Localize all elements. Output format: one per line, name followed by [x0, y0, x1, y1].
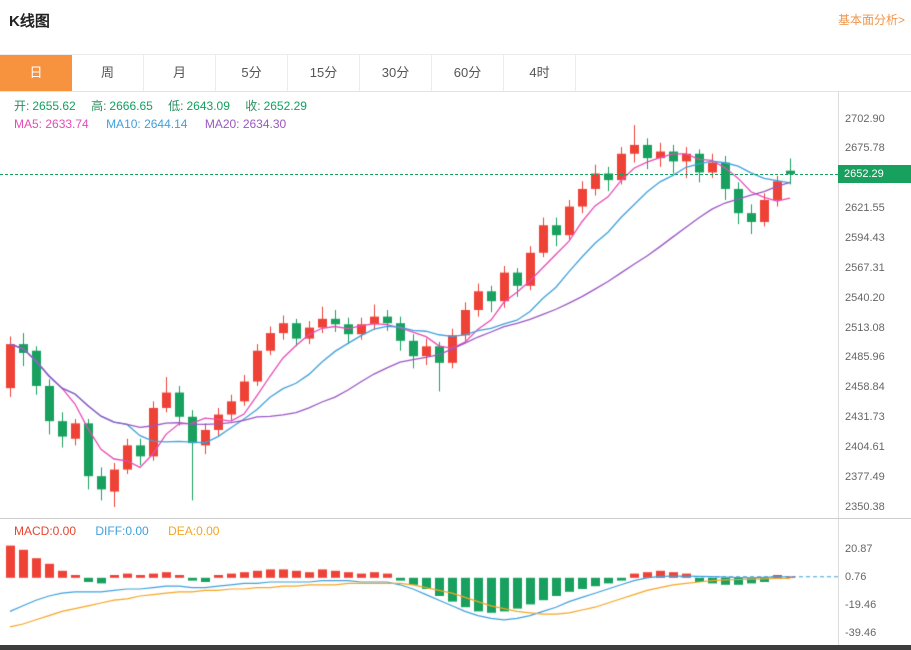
current-price-line: [0, 174, 838, 176]
tab-15min[interactable]: 15分: [288, 55, 360, 91]
y-axis-label: 2567.31: [845, 261, 885, 274]
close-label: 收:: [245, 99, 261, 113]
open-label: 开:: [14, 99, 30, 113]
current-price-tag: 2652.29: [838, 165, 911, 184]
ohlc-legend: 开: 2655.62 高: 2666.65 低: 2643.09 收: 2652.29: [14, 97, 319, 114]
macd-panel: MACD:0.00 DIFF:0.00 DEA:0.00 20.87 0.76 -1…: [0, 519, 911, 645]
ma10-value: MA10: 2644.14: [106, 117, 188, 131]
main-chart-area: 开: 2655.62 高: 2666.65 低: 2643.09 收: 2652.29 …: [0, 91, 911, 518]
tab-4hour[interactable]: 4时: [504, 55, 576, 91]
y-axis-label: 2350.38: [845, 500, 885, 513]
page-header: K线图 基本面分析>: [0, 0, 911, 42]
macd-y-axis-label: 0.76: [845, 570, 867, 583]
close-value: 2652.29: [263, 99, 307, 113]
low-value: 2643.09: [186, 99, 230, 113]
y-axis-label: 2485.96: [845, 351, 885, 364]
macd-y-axis-label: -19.46: [845, 599, 877, 612]
fundamental-analysis-link[interactable]: 基本面分析>: [837, 13, 905, 27]
tab-60min[interactable]: 60分: [432, 55, 504, 91]
dea-value: DEA:0.00: [168, 524, 220, 538]
timeframe-tabs: 日 周 月 5分 15分 30分 60分 4时: [0, 54, 911, 92]
macd-legend: MACD:0.00 DIFF:0.00 DEA:0.00: [14, 524, 219, 538]
high-label: 高:: [91, 99, 107, 113]
high-value: 2666.65: [109, 99, 153, 113]
y-axis-label: 2675.78: [845, 142, 885, 155]
tab-5min[interactable]: 5分: [216, 55, 288, 91]
tab-month[interactable]: 月: [144, 55, 216, 91]
low-label: 低:: [168, 99, 184, 113]
macd-y-axis-label: -39.46: [845, 627, 877, 640]
macd-chart-canvas[interactable]: [0, 519, 838, 645]
axis-separator: [838, 91, 839, 645]
y-axis-label: 2513.08: [845, 321, 885, 334]
bottom-border-bar: [0, 645, 911, 650]
tab-week[interactable]: 周: [72, 55, 144, 91]
open-value: 2655.62: [32, 99, 76, 113]
y-axis-label: 2702.90: [845, 112, 885, 125]
ma5-value: MA5: 2633.74: [14, 117, 89, 131]
y-axis-label: 2621.55: [845, 202, 885, 215]
tab-30min[interactable]: 30分: [360, 55, 432, 91]
y-axis-label: 2377.49: [845, 470, 885, 483]
y-axis-label: 2404.61: [845, 440, 885, 453]
ma-legend: MA5: 2633.74 MA10: 2644.14 MA20: 2634.30: [14, 117, 286, 131]
candlestick-chart-canvas[interactable]: [0, 91, 838, 518]
tab-day[interactable]: 日: [0, 55, 72, 91]
y-axis-label: 2458.84: [845, 381, 885, 394]
y-axis-label: 2431.73: [845, 411, 885, 424]
ma20-value: MA20: 2634.30: [204, 117, 287, 131]
diff-value: DIFF:0.00: [95, 524, 149, 538]
macd-y-axis-label: 20.87: [845, 542, 873, 555]
y-axis-label: 2594.43: [845, 231, 885, 244]
page-title: K线图: [9, 13, 50, 30]
macd-value: MACD:0.00: [14, 524, 77, 538]
y-axis-label: 2540.20: [845, 291, 885, 304]
panel-separator: [0, 518, 911, 519]
